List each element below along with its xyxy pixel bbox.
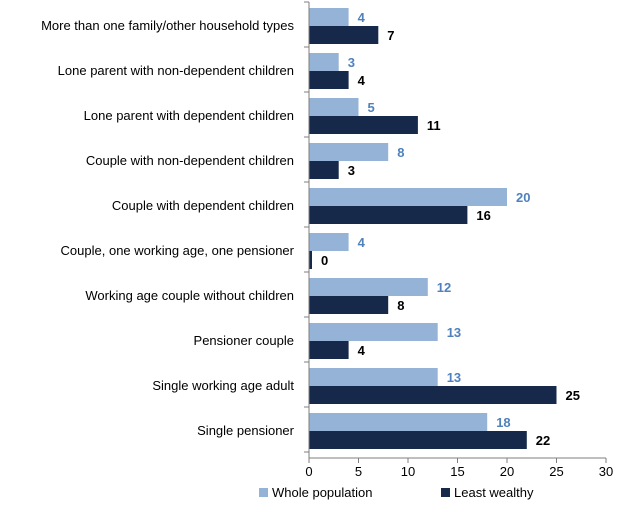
- x-tick-label: 30: [599, 464, 613, 479]
- value-label-whole-population: 13: [447, 325, 461, 340]
- bar-least-wealthy: [309, 296, 389, 314]
- bar-least-wealthy: [309, 431, 527, 449]
- value-label-whole-population: 18: [496, 415, 510, 430]
- value-label-least-wealthy: 4: [358, 343, 366, 358]
- legend-label-least-wealthy: Least wealthy: [454, 485, 534, 500]
- category-labels: More than one family/other household typ…: [41, 18, 295, 438]
- bar-whole-population: [309, 143, 389, 161]
- x-tick-label: 25: [549, 464, 563, 479]
- x-tick-label: 0: [305, 464, 312, 479]
- category-label: Pensioner couple: [194, 333, 294, 348]
- bars-layer: [309, 8, 557, 449]
- value-label-least-wealthy: 7: [387, 28, 394, 43]
- category-label: Working age couple without children: [85, 288, 294, 303]
- category-label: Couple with dependent children: [112, 198, 294, 213]
- legend: Whole population Least wealthy: [259, 485, 534, 500]
- value-label-least-wealthy: 22: [536, 433, 550, 448]
- bar-least-wealthy: [309, 386, 557, 404]
- value-label-least-wealthy: 4: [358, 73, 366, 88]
- bar-least-wealthy: [309, 26, 379, 44]
- value-label-least-wealthy: 11: [427, 118, 441, 133]
- category-label: Single working age adult: [152, 378, 294, 393]
- legend-swatch-least-wealthy: [441, 488, 450, 497]
- value-label-least-wealthy: 3: [348, 163, 355, 178]
- bar-least-wealthy: [309, 251, 312, 269]
- category-label: Single pensioner: [197, 423, 295, 438]
- bar-whole-population: [309, 368, 438, 386]
- value-label-whole-population: 3: [348, 55, 355, 70]
- bar-whole-population: [309, 98, 359, 116]
- value-label-whole-population: 12: [437, 280, 451, 295]
- bar-whole-population: [309, 323, 438, 341]
- category-label: Lone parent with non-dependent children: [58, 63, 294, 78]
- bar-least-wealthy: [309, 116, 418, 134]
- bar-whole-population: [309, 413, 488, 431]
- x-tick-label: 10: [401, 464, 415, 479]
- bar-least-wealthy: [309, 206, 468, 224]
- category-label: Couple with non-dependent children: [86, 153, 294, 168]
- value-label-whole-population: 4: [358, 10, 366, 25]
- x-axis: 0 5 10 15 20 25 30: [304, 1, 613, 479]
- bar-whole-population: [309, 188, 507, 206]
- category-label: Lone parent with dependent children: [84, 108, 294, 123]
- value-label-whole-population: 4: [358, 235, 366, 250]
- bar-least-wealthy: [309, 71, 349, 89]
- value-label-whole-population: 8: [397, 145, 404, 160]
- x-tick-label: 20: [500, 464, 514, 479]
- bar-whole-population: [309, 8, 349, 26]
- value-label-whole-population: 13: [447, 370, 461, 385]
- value-label-whole-population: 20: [516, 190, 530, 205]
- value-label-least-wealthy: 16: [476, 208, 490, 223]
- bar-least-wealthy: [309, 161, 339, 179]
- value-label-least-wealthy: 25: [566, 388, 580, 403]
- category-label: More than one family/other household typ…: [41, 18, 294, 33]
- bar-whole-population: [309, 278, 428, 296]
- bar-least-wealthy: [309, 341, 349, 359]
- value-label-least-wealthy: 0: [321, 253, 328, 268]
- bar-whole-population: [309, 53, 339, 71]
- bar-whole-population: [309, 233, 349, 251]
- x-tick-label: 15: [450, 464, 464, 479]
- value-label-least-wealthy: 8: [397, 298, 404, 313]
- category-label: Couple, one working age, one pensioner: [61, 243, 295, 258]
- value-label-whole-population: 5: [368, 100, 375, 115]
- x-tick-label: 5: [355, 464, 362, 479]
- legend-label-whole-population: Whole population: [272, 485, 372, 500]
- legend-swatch-whole-population: [259, 488, 268, 497]
